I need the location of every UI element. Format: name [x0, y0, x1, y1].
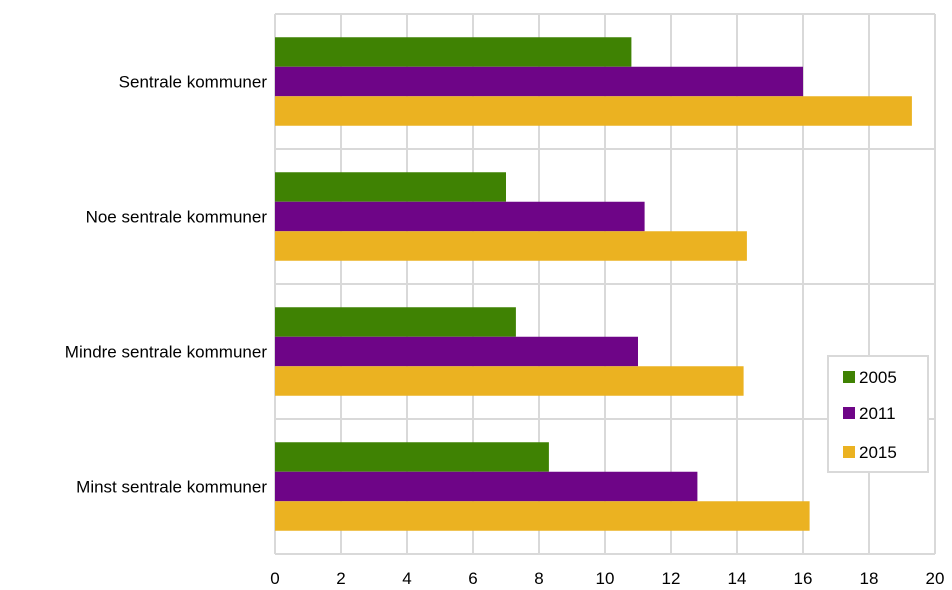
bar-2011-1 — [275, 66, 803, 97]
category-label: Minst sentrale kommuner — [76, 478, 267, 497]
bar-2015-1 — [275, 96, 912, 126]
x-tick-label: 2 — [336, 569, 345, 588]
legend-label-2005: 2005 — [859, 368, 897, 387]
bar-2015-2 — [275, 231, 747, 261]
legend-label-2011: 2011 — [859, 404, 896, 423]
x-tick-label: 20 — [926, 569, 945, 588]
x-tick-label: 14 — [728, 569, 747, 588]
x-tick-label: 4 — [402, 569, 411, 588]
x-tick-label: 16 — [794, 569, 813, 588]
legend-swatch-2015 — [843, 446, 855, 458]
legend-swatch-2005 — [843, 371, 855, 383]
legend: 2005 2011 2015 — [827, 355, 929, 473]
category-label: Sentrale kommuner — [119, 73, 268, 92]
bars — [275, 37, 912, 531]
bar-2011-4 — [275, 471, 698, 502]
bar-2011-3 — [275, 336, 638, 367]
x-tick-label: 6 — [468, 569, 477, 588]
x-tick-label: 12 — [662, 569, 681, 588]
x-tick-label: 10 — [596, 569, 615, 588]
x-tick-label: 18 — [860, 569, 879, 588]
x-axis-tick-labels: 0 2 4 6 8 10 12 14 16 18 20 — [270, 569, 944, 588]
legend-label-2015: 2015 — [859, 443, 897, 462]
legend-swatch-2011 — [843, 407, 855, 419]
bar-2005-2 — [275, 172, 506, 202]
bar-2005-1 — [275, 37, 632, 67]
bar-2005-3 — [275, 307, 516, 337]
bar-2005-4 — [275, 442, 549, 472]
bar-2015-4 — [275, 501, 810, 531]
x-tick-label: 0 — [270, 569, 279, 588]
x-tick-label: 8 — [534, 569, 543, 588]
category-label: Mindre sentrale kommuner — [65, 343, 268, 362]
bar-2015-3 — [275, 366, 744, 396]
category-labels: Sentrale kommuner Noe sentrale kommuner Mi… — [65, 73, 268, 497]
bar-2011-2 — [275, 201, 645, 232]
category-label: Noe sentrale kommuner — [86, 208, 268, 227]
